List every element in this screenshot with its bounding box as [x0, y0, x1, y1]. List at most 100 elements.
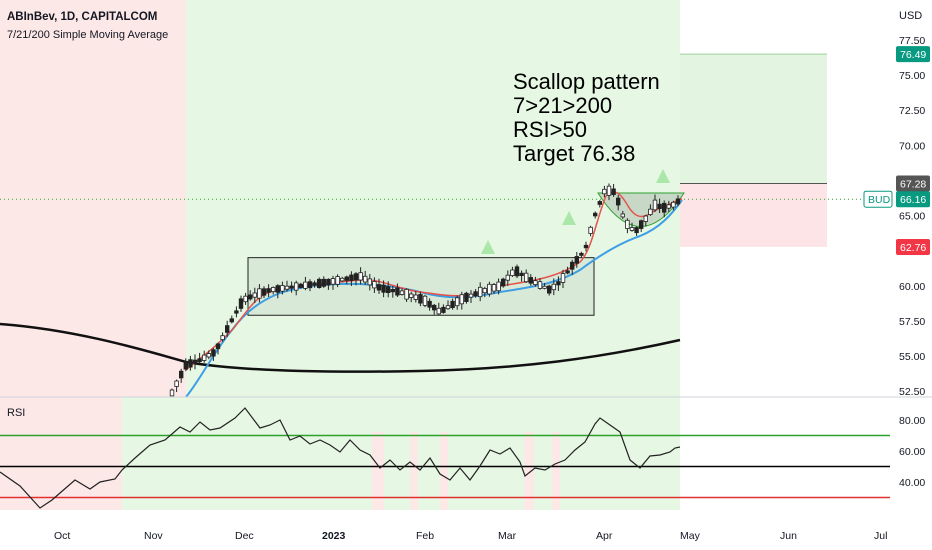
candle-89 [579, 251, 584, 258]
candle-body-12 [224, 325, 230, 333]
candle-77 [524, 269, 529, 283]
candle-body-14 [234, 310, 239, 314]
candle-39 [349, 271, 354, 286]
candle-body-88 [574, 256, 579, 264]
candle-body-6 [197, 358, 202, 363]
annotation-line-2: 7>21>200 [513, 93, 612, 118]
price-tick-10: 77.50 [899, 35, 925, 47]
trade-boxes [0, 53, 870, 247]
price-badge-4: 62.76 [896, 239, 930, 255]
candle-11 [220, 332, 225, 342]
rsi-red-zone [0, 397, 122, 510]
candle-body-1 [174, 380, 179, 387]
price-badge-bg-4 [896, 239, 930, 255]
candle-body-2 [178, 370, 184, 379]
candle-body-58 [436, 307, 441, 315]
candle-51 [404, 288, 409, 302]
candle-body-98 [620, 213, 625, 218]
candle-87 [570, 259, 575, 275]
candle-body-48 [390, 288, 395, 293]
candle-15 [238, 295, 244, 312]
candle-body-57 [431, 304, 437, 311]
candle-69 [487, 281, 492, 297]
price-badge-text-1: 67.28 [900, 179, 926, 191]
candle-body-70 [491, 284, 497, 292]
candle-body-105 [652, 199, 658, 211]
candle-24 [280, 281, 285, 295]
background-zones [0, 0, 680, 510]
candle-62 [454, 295, 460, 310]
candle-body-101 [634, 227, 639, 234]
candle-95 [606, 183, 612, 201]
candle-65 [468, 290, 474, 303]
candle-body-99 [625, 219, 630, 229]
price-badge-bg-3 [896, 191, 930, 208]
rsi-tick-2: 80.00 [899, 415, 925, 427]
candle-body-100 [629, 227, 635, 231]
candle-body-56 [427, 300, 432, 308]
candle-80 [537, 278, 543, 290]
candle-47 [385, 281, 391, 298]
candle-99 [625, 218, 630, 234]
candle-71 [496, 278, 501, 295]
candle-102 [639, 219, 644, 232]
candle-body-10 [215, 343, 221, 350]
time-tick-3: 2023 [322, 530, 346, 542]
candle-body-31 [312, 282, 317, 286]
candle-body-64 [464, 292, 469, 303]
candle-body-109 [671, 201, 676, 208]
candle-body-37 [339, 277, 345, 282]
price-badge-1: 67.28 [896, 175, 930, 192]
annotation-line-1: Scallop pattern [513, 69, 660, 94]
price-tick-5: 65.00 [899, 211, 925, 223]
price-badge-0: 76.49 [896, 46, 930, 63]
symbol-line[interactable]: ABInBev, 1D, CAPITALCOM [7, 11, 157, 23]
candle-40 [353, 272, 359, 286]
candle-10 [215, 342, 221, 355]
candle-68 [482, 286, 487, 298]
candle-57 [431, 304, 437, 315]
time-tick-5: Mar [498, 530, 517, 542]
candle-34 [326, 278, 331, 290]
indicator-line[interactable]: 7/21/200 Simple Moving Average [7, 29, 168, 41]
candle-body-60 [445, 305, 451, 310]
candle-98 [620, 210, 625, 219]
candle-103 [643, 214, 648, 227]
candle-body-3 [183, 361, 188, 370]
candle-body-44 [372, 281, 377, 289]
candle-body-45 [376, 284, 382, 291]
candle-body-72 [500, 278, 506, 287]
rsi-label[interactable]: RSI [7, 407, 25, 419]
candle-body-95 [606, 185, 612, 196]
candle-body-63 [459, 294, 464, 305]
candle-33 [321, 276, 326, 288]
candle-body-46 [381, 284, 386, 293]
price-tick-9: 75.00 [899, 70, 925, 82]
candle-21 [266, 284, 271, 297]
price-badge-bg-1 [896, 175, 930, 192]
candle-44 [372, 277, 377, 293]
candle-49 [395, 283, 400, 297]
time-tick-8: Jun [780, 530, 797, 542]
candle-73 [505, 270, 510, 286]
candle-body-0 [169, 389, 175, 397]
sma200-line [0, 322, 681, 373]
candle-body-11 [220, 335, 225, 341]
candle-50 [399, 288, 405, 296]
candle-body-20 [261, 288, 267, 296]
candle-body-97 [616, 197, 621, 206]
time-axis[interactable]: Oct Nov Dec 2023 Feb Mar Apr May Jun Jul [54, 530, 887, 542]
candle-body-82 [547, 285, 552, 294]
candle-5 [192, 354, 198, 370]
candle-97 [616, 194, 621, 211]
candle-body-30 [307, 281, 313, 289]
candle-43 [367, 274, 372, 291]
candles [169, 183, 681, 397]
candle-body-76 [519, 272, 524, 277]
green-zone [186, 0, 680, 397]
candle-106 [657, 198, 662, 213]
candle-41 [358, 267, 363, 285]
rsi-axis[interactable]: 40.00 60.00 80.00 [899, 415, 925, 489]
price-axis[interactable]: 52.5055.0057.5060.0062.5065.0067.5070.00… [899, 35, 925, 398]
time-tick-0: Oct [54, 530, 70, 542]
